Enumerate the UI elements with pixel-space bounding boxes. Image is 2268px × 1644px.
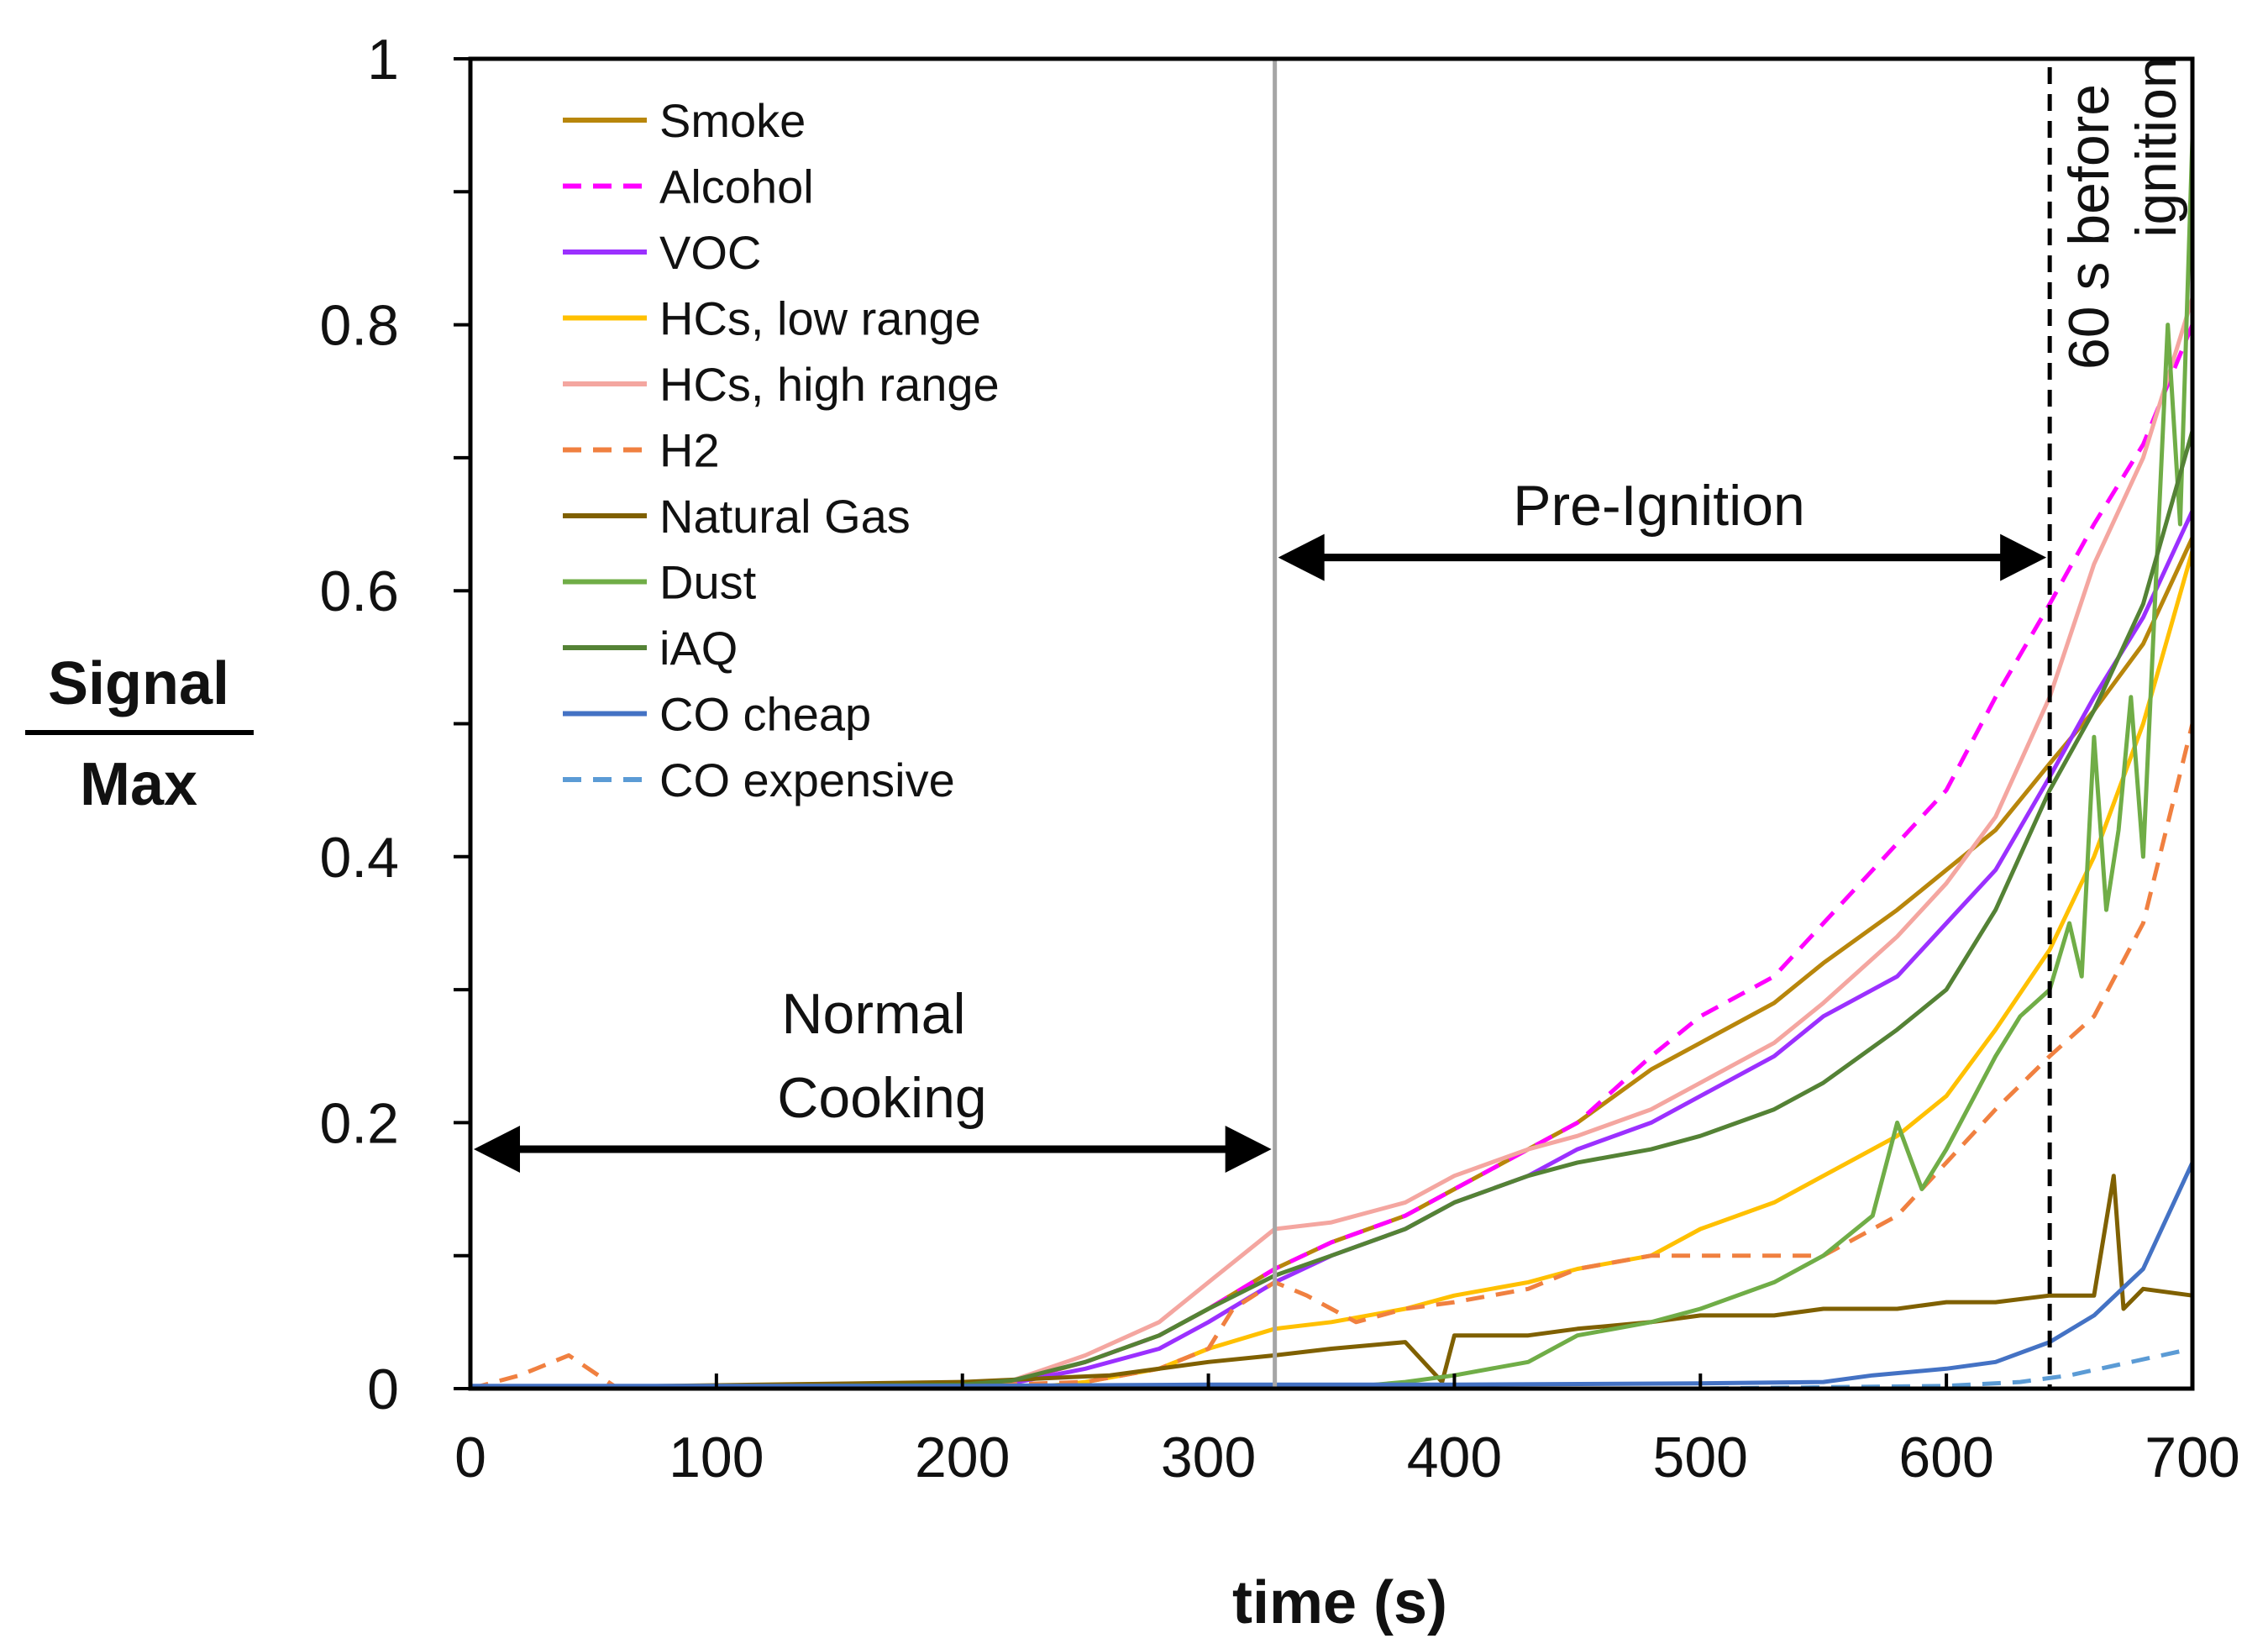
legend: Smoke Alcohol VOC HCs, low range HCs, high r… bbox=[563, 94, 1000, 806]
series-line-hcs-high-range bbox=[470, 297, 2195, 1391]
legend-label-dust: Dust bbox=[659, 556, 757, 609]
x-tick-label: 200 bbox=[915, 1426, 1010, 1489]
x-tick-label: 300 bbox=[1161, 1426, 1256, 1489]
x-axis-title: time (s) bbox=[1232, 1569, 1447, 1636]
series-layer bbox=[470, 138, 2195, 1391]
legend-label-hcs-low-range: HCs, low range bbox=[659, 292, 981, 345]
x-tick-label: 100 bbox=[669, 1426, 764, 1489]
series-line-dust bbox=[470, 138, 2195, 1391]
y-axis-title-denominator: Max bbox=[80, 751, 197, 818]
tick-layer: 0 100 200 300 400 500 600 700 0 0.2 0.4 0.6 0.8 1 bbox=[319, 28, 2239, 1489]
legend-label-co-cheap: CO cheap bbox=[659, 688, 871, 741]
y-tick-label: 1 bbox=[367, 28, 399, 92]
legend-label-h2: H2 bbox=[659, 424, 720, 477]
legend-label-co-expensive: CO expensive bbox=[659, 754, 955, 806]
x-tick-label: 700 bbox=[2145, 1426, 2239, 1489]
series-line-iaq bbox=[470, 430, 2195, 1391]
x-tick-label: 0 bbox=[454, 1426, 486, 1489]
annotation-normal-cooking-line1: Normal bbox=[781, 982, 965, 1046]
pre-ignition-arrow bbox=[1278, 533, 2047, 581]
legend-label-alcohol: Alcohol bbox=[659, 160, 814, 213]
normal-cooking-arrow bbox=[474, 1126, 1272, 1174]
series-line-co-cheap bbox=[470, 1161, 2195, 1389]
x-tick-label: 400 bbox=[1407, 1426, 1502, 1489]
x-tick-label: 500 bbox=[1653, 1426, 1748, 1489]
annotation-normal-cooking-line2: Cooking bbox=[777, 1066, 987, 1130]
y-tick-label: 0.2 bbox=[319, 1091, 399, 1155]
legend-label-hcs-high-range: HCs, high range bbox=[659, 358, 1000, 411]
legend-label-natural-gas: Natural Gas bbox=[659, 490, 911, 543]
series-line-h2 bbox=[470, 722, 2195, 1391]
y-axis-title-numerator: Signal bbox=[48, 650, 229, 717]
annotation-60s-before-line1: 60 s before bbox=[2057, 84, 2121, 370]
x-tick-label: 600 bbox=[1898, 1426, 1993, 1489]
series-line-natural-gas bbox=[470, 1174, 2193, 1391]
pre-ignition-arrow-head-left bbox=[1278, 533, 1325, 581]
annotation-pre-ignition: Pre-Ignition bbox=[1513, 474, 1805, 538]
annotation-60s-before-line2: ignition bbox=[2124, 56, 2188, 238]
legend-label-voc: VOC bbox=[659, 226, 761, 279]
y-tick-label: 0.4 bbox=[319, 826, 399, 890]
pre-ignition-arrow-head-right bbox=[2000, 533, 2047, 581]
normal-cooking-arrow-head-right bbox=[1225, 1126, 1272, 1174]
y-tick-label: 0.6 bbox=[319, 559, 399, 623]
y-tick-label: 0.8 bbox=[319, 294, 399, 358]
legend-label-iaq: iAQ bbox=[659, 622, 738, 675]
normal-cooking-arrow-head-left bbox=[474, 1126, 520, 1174]
marker-layer bbox=[474, 59, 2052, 1389]
y-tick-label: 0 bbox=[367, 1358, 399, 1421]
legend-label-smoke: Smoke bbox=[659, 94, 806, 147]
series-line-voc bbox=[470, 510, 2195, 1391]
series-line-co-expensive bbox=[470, 1347, 2193, 1391]
